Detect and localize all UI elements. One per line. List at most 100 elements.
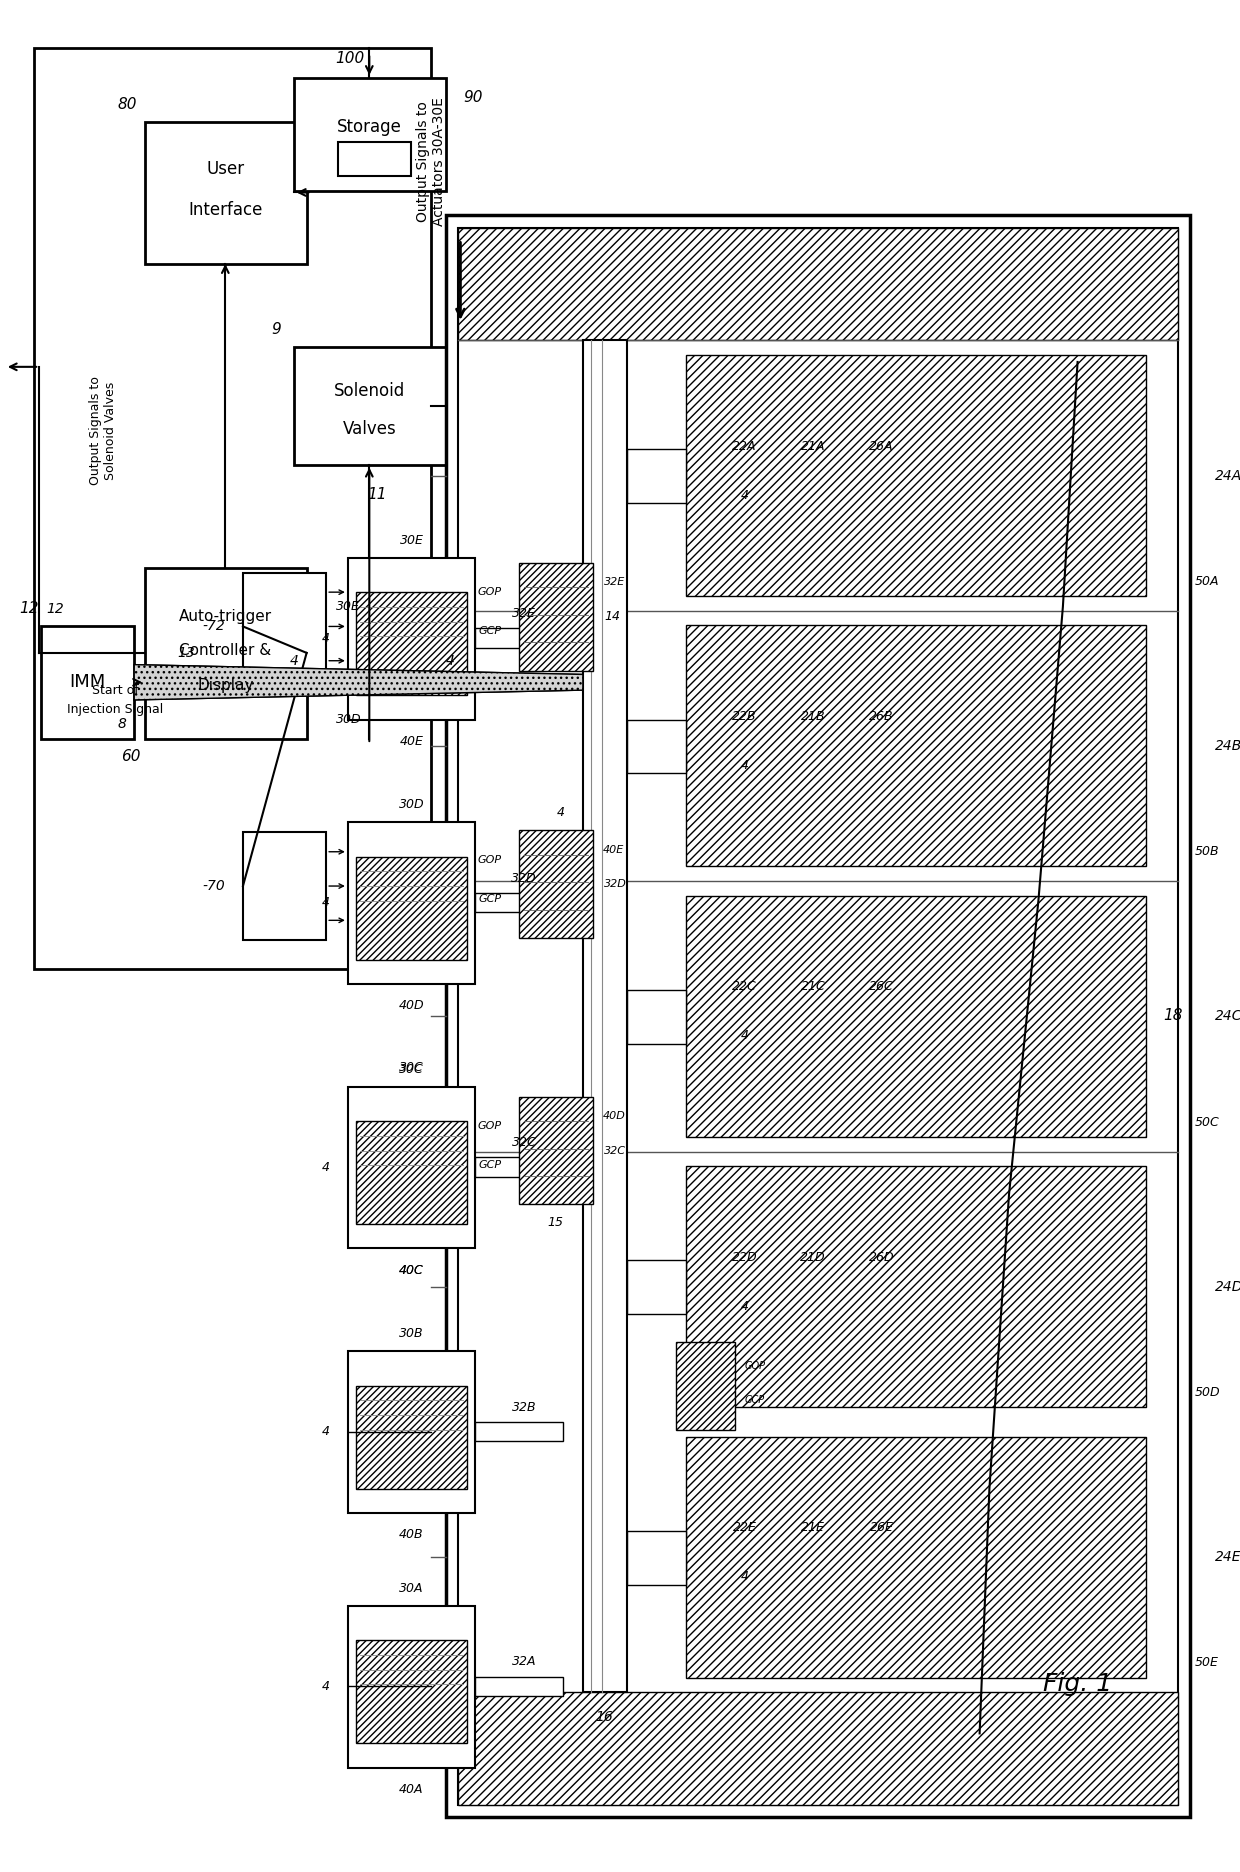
Text: 4: 4 bbox=[446, 653, 455, 668]
Text: 4: 4 bbox=[740, 1030, 749, 1043]
Text: 12: 12 bbox=[20, 601, 40, 616]
Bar bbox=[356, 1385, 467, 1488]
Text: 32C: 32C bbox=[604, 1146, 626, 1155]
Text: GCP: GCP bbox=[479, 893, 501, 904]
Bar bbox=[356, 1640, 467, 1743]
Polygon shape bbox=[134, 665, 583, 700]
Text: 21D: 21D bbox=[800, 1250, 826, 1264]
Text: GOP: GOP bbox=[744, 1361, 765, 1370]
Bar bbox=[686, 356, 1146, 595]
Bar bbox=[294, 346, 445, 464]
Text: 26C: 26C bbox=[869, 981, 894, 994]
Text: 40A: 40A bbox=[399, 1782, 424, 1795]
Text: Controller &: Controller & bbox=[180, 644, 272, 659]
Text: GOP: GOP bbox=[477, 1121, 501, 1131]
Text: 100: 100 bbox=[335, 51, 365, 66]
Text: 9: 9 bbox=[272, 322, 281, 337]
Text: 30A: 30A bbox=[399, 1582, 424, 1595]
Text: 40E: 40E bbox=[399, 734, 423, 747]
Text: GCP: GCP bbox=[744, 1395, 765, 1406]
Bar bbox=[347, 1088, 475, 1249]
Bar bbox=[459, 228, 1178, 341]
Text: 40E: 40E bbox=[603, 844, 624, 856]
Text: 21C: 21C bbox=[801, 981, 826, 994]
Bar bbox=[41, 627, 134, 739]
Text: 21A: 21A bbox=[801, 440, 826, 453]
Text: Storage: Storage bbox=[337, 118, 402, 137]
Bar bbox=[475, 1423, 563, 1441]
Bar bbox=[339, 142, 412, 176]
Text: 4: 4 bbox=[740, 489, 749, 502]
Text: 15: 15 bbox=[547, 1215, 563, 1228]
Text: 26D: 26D bbox=[869, 1250, 894, 1264]
Bar bbox=[627, 449, 686, 504]
Text: 60: 60 bbox=[120, 749, 140, 764]
Bar bbox=[145, 122, 306, 264]
Text: 26E: 26E bbox=[869, 1522, 894, 1535]
Text: 8: 8 bbox=[118, 717, 126, 732]
Text: -70: -70 bbox=[202, 880, 226, 893]
Text: 4: 4 bbox=[289, 653, 299, 668]
Bar bbox=[686, 625, 1146, 867]
Bar bbox=[243, 573, 326, 680]
Text: 30D: 30D bbox=[336, 713, 362, 726]
Bar bbox=[627, 990, 686, 1045]
Bar bbox=[475, 629, 563, 648]
Text: 4: 4 bbox=[322, 1425, 330, 1438]
Text: 4: 4 bbox=[322, 1679, 330, 1692]
Bar bbox=[356, 857, 467, 960]
Text: 32E: 32E bbox=[512, 607, 536, 620]
Text: 32B: 32B bbox=[512, 1400, 537, 1413]
Bar bbox=[475, 893, 563, 912]
Bar bbox=[520, 829, 593, 938]
Text: 4: 4 bbox=[557, 807, 564, 820]
Bar bbox=[347, 1606, 475, 1767]
Bar bbox=[686, 1436, 1146, 1677]
Text: Injection Signal: Injection Signal bbox=[67, 704, 164, 717]
Text: 30C: 30C bbox=[399, 1063, 424, 1076]
Text: 21B: 21B bbox=[801, 709, 826, 723]
Text: 24C: 24C bbox=[1215, 1009, 1240, 1024]
Bar bbox=[356, 1121, 467, 1224]
Text: 40C: 40C bbox=[399, 1264, 424, 1277]
Text: GOP: GOP bbox=[477, 856, 501, 865]
Text: 50D: 50D bbox=[1195, 1385, 1220, 1398]
Bar bbox=[243, 833, 326, 940]
Bar bbox=[459, 1692, 1178, 1805]
Text: 32D: 32D bbox=[511, 872, 537, 885]
Text: Auto-trigger: Auto-trigger bbox=[179, 608, 272, 623]
Text: Fig. 1: Fig. 1 bbox=[1043, 1672, 1112, 1696]
Text: 80: 80 bbox=[118, 97, 138, 112]
Text: Display: Display bbox=[197, 678, 253, 693]
Bar bbox=[583, 341, 627, 1692]
Text: 40D: 40D bbox=[398, 1000, 424, 1013]
Text: 40C: 40C bbox=[399, 1264, 424, 1277]
Text: 32D: 32D bbox=[604, 880, 627, 889]
Bar bbox=[347, 822, 475, 985]
Text: 12: 12 bbox=[46, 601, 63, 616]
Text: 50C: 50C bbox=[1195, 1116, 1220, 1129]
Text: 4: 4 bbox=[322, 631, 330, 644]
Text: GOP: GOP bbox=[477, 588, 501, 597]
Bar bbox=[686, 1166, 1146, 1408]
Bar bbox=[627, 1531, 686, 1584]
Text: 32C: 32C bbox=[512, 1136, 537, 1149]
Bar bbox=[627, 1260, 686, 1314]
Bar bbox=[356, 592, 467, 695]
Text: 22B: 22B bbox=[732, 709, 756, 723]
Text: 40D: 40D bbox=[603, 1112, 625, 1121]
Text: 22A: 22A bbox=[733, 440, 756, 453]
Text: 30B: 30B bbox=[399, 1327, 424, 1340]
Bar bbox=[627, 719, 686, 773]
Text: 24B: 24B bbox=[1215, 739, 1240, 753]
Text: 26A: 26A bbox=[869, 440, 894, 453]
Text: 4: 4 bbox=[322, 897, 330, 910]
Text: Valves: Valves bbox=[342, 419, 397, 438]
Text: 22C: 22C bbox=[732, 981, 756, 994]
Text: 4: 4 bbox=[740, 758, 749, 771]
Text: 50B: 50B bbox=[1195, 846, 1220, 857]
Text: Output Signals to
Solenoid Valves: Output Signals to Solenoid Valves bbox=[89, 376, 117, 485]
Text: 30C: 30C bbox=[399, 1061, 424, 1075]
Text: 22E: 22E bbox=[733, 1522, 756, 1535]
Bar bbox=[347, 558, 475, 719]
